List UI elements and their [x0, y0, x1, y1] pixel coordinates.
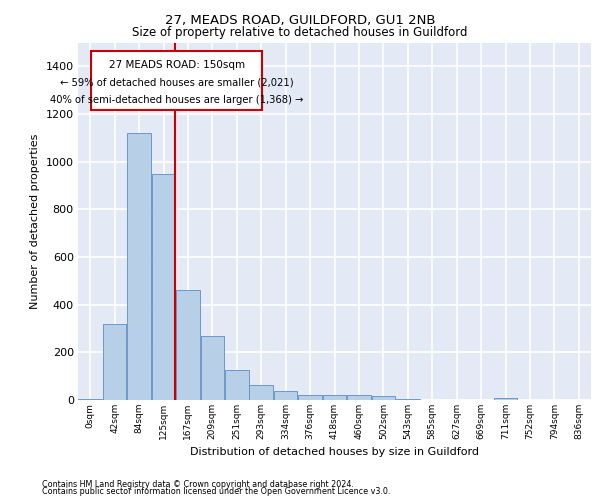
Y-axis label: Number of detached properties: Number of detached properties: [30, 134, 40, 309]
Text: Contains public sector information licensed under the Open Government Licence v3: Contains public sector information licen…: [42, 487, 391, 496]
Bar: [176, 290, 200, 400]
X-axis label: Distribution of detached houses by size in Guildford: Distribution of detached houses by size …: [190, 448, 479, 458]
Text: 27, MEADS ROAD, GUILDFORD, GU1 2NB: 27, MEADS ROAD, GUILDFORD, GU1 2NB: [165, 14, 435, 27]
Bar: [323, 395, 346, 400]
Bar: [250, 384, 273, 400]
Bar: [152, 174, 175, 400]
Bar: [298, 395, 322, 400]
Text: Size of property relative to detached houses in Guildford: Size of property relative to detached ho…: [132, 26, 468, 39]
Bar: [127, 133, 151, 400]
Bar: [225, 370, 248, 400]
Bar: [274, 391, 298, 400]
Bar: [347, 395, 371, 400]
Bar: [494, 398, 517, 400]
Bar: [200, 336, 224, 400]
Bar: [79, 399, 102, 400]
Bar: [396, 399, 419, 400]
Bar: [371, 396, 395, 400]
Text: 27 MEADS ROAD: 150sqm: 27 MEADS ROAD: 150sqm: [109, 60, 245, 70]
FancyBboxPatch shape: [91, 51, 262, 110]
Text: Contains HM Land Registry data © Crown copyright and database right 2024.: Contains HM Land Registry data © Crown c…: [42, 480, 354, 489]
Text: 40% of semi-detached houses are larger (1,368) →: 40% of semi-detached houses are larger (…: [50, 94, 304, 104]
Text: ← 59% of detached houses are smaller (2,021): ← 59% of detached houses are smaller (2,…: [60, 78, 294, 88]
Bar: [103, 324, 127, 400]
